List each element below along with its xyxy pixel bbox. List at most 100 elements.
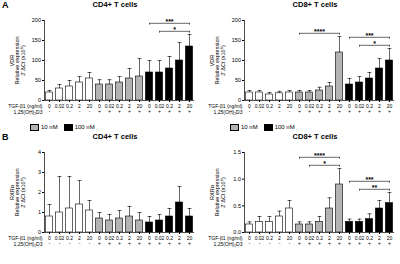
svg-text:*: * — [173, 26, 176, 33]
svg-text:20+: 20+ — [137, 103, 143, 114]
svg-text:0.02-: 0.02- — [255, 103, 265, 114]
svg-text:100: 100 — [32, 57, 41, 63]
svg-text:50: 50 — [35, 77, 41, 83]
svg-text:0.2+: 0.2+ — [116, 235, 123, 246]
svg-text:2-: 2- — [78, 235, 81, 246]
html-text:CD4+ T cells: CD4+ T cells — [92, 132, 138, 141]
html-text:A: A — [2, 0, 9, 10]
html-text:CD8+ T cells: CD8+ T cells — [292, 132, 338, 141]
svg-text:***: *** — [165, 18, 173, 25]
svg-text:0.02-: 0.02- — [255, 235, 265, 246]
svg-text:0+: 0+ — [98, 103, 101, 114]
svg-text:1.0: 1.0 — [233, 176, 241, 182]
svg-text:200: 200 — [232, 17, 241, 23]
svg-text:2+: 2+ — [178, 103, 181, 114]
svg-text:20-: 20- — [287, 235, 293, 246]
html-text:100 nM: 100 nM — [74, 123, 95, 130]
svg-text:20+: 20+ — [137, 235, 143, 246]
svg-text:0-: 0- — [248, 103, 251, 114]
svg-text:0.02+: 0.02+ — [155, 235, 165, 246]
svg-text:RXRαRelative expression2⁻ΔCt (: RXRαRelative expression2⁻ΔCt (x10⁵) — [9, 169, 26, 217]
svg-text:150: 150 — [32, 37, 41, 43]
svg-text:0.5: 0.5 — [233, 203, 241, 209]
svg-text:20-: 20- — [287, 103, 293, 114]
svg-text:*: * — [323, 160, 326, 167]
svg-text:100: 100 — [232, 57, 241, 63]
svg-text:1.5: 1.5 — [233, 149, 241, 155]
svg-text:50: 50 — [235, 77, 241, 83]
svg-text:2+: 2+ — [128, 103, 131, 114]
svg-text:0.02-: 0.02- — [55, 235, 65, 246]
svg-text:0.2+: 0.2+ — [316, 103, 323, 114]
svg-text:TGF-β1 (ng/ml): TGF-β1 (ng/ml) — [8, 103, 43, 110]
svg-text:0+: 0+ — [98, 235, 101, 246]
svg-text:0.02+: 0.02+ — [355, 103, 365, 114]
svg-text:2: 2 — [38, 189, 41, 195]
svg-text:0.2+: 0.2+ — [166, 235, 173, 246]
svg-text:0.2-: 0.2- — [266, 103, 273, 114]
svg-text:2+: 2+ — [178, 235, 181, 246]
svg-text:20-: 20- — [87, 235, 93, 246]
svg-text:20+: 20+ — [187, 103, 193, 114]
svg-text:0.02+: 0.02+ — [105, 235, 115, 246]
svg-text:0+: 0+ — [148, 103, 151, 114]
svg-text:0-: 0- — [248, 235, 251, 246]
svg-text:0.02+: 0.02+ — [305, 103, 315, 114]
svg-text:0.02+: 0.02+ — [155, 103, 165, 114]
html-text:10 nM: 10 nM — [41, 123, 58, 130]
svg-text:0.2-: 0.2- — [66, 103, 73, 114]
html-text:CD4+ T cells: CD4+ T cells — [92, 0, 138, 9]
svg-text:***: *** — [365, 32, 373, 39]
svg-text:0.2+: 0.2+ — [316, 235, 323, 246]
svg-text:0.02+: 0.02+ — [105, 103, 115, 114]
svg-text:****: **** — [314, 28, 325, 35]
svg-text:20+: 20+ — [337, 103, 343, 114]
svg-text:20+: 20+ — [187, 235, 193, 246]
svg-text:150: 150 — [232, 37, 241, 43]
svg-text:0.02-: 0.02- — [55, 103, 65, 114]
svg-text:1,25(OH)₂D3: 1,25(OH)₂D3 — [214, 241, 243, 247]
svg-text:0+: 0+ — [348, 103, 351, 114]
svg-text:4: 4 — [38, 149, 41, 155]
svg-text:2+: 2+ — [328, 103, 331, 114]
svg-text:200: 200 — [32, 17, 41, 23]
svg-text:*: * — [373, 40, 376, 47]
svg-text:0.2-: 0.2- — [266, 235, 273, 246]
svg-text:****: **** — [314, 152, 325, 159]
svg-text:1: 1 — [38, 209, 41, 215]
svg-text:0.2+: 0.2+ — [116, 103, 123, 114]
svg-text:0-: 0- — [48, 103, 51, 114]
svg-text:0.02+: 0.02+ — [355, 235, 365, 246]
svg-text:0.2+: 0.2+ — [366, 103, 373, 114]
svg-text:20+: 20+ — [337, 235, 343, 246]
svg-text:20+: 20+ — [387, 235, 393, 246]
svg-text:1,25(OH)₂D3: 1,25(OH)₂D3 — [214, 109, 243, 115]
svg-text:20+: 20+ — [387, 103, 393, 114]
svg-text:2+: 2+ — [378, 103, 381, 114]
svg-text:0-: 0- — [48, 235, 51, 246]
svg-text:2+: 2+ — [328, 235, 331, 246]
svg-text:1,25(OH)₂D3: 1,25(OH)₂D3 — [14, 241, 43, 247]
svg-text:1,25(OH)₂D3: 1,25(OH)₂D3 — [14, 109, 43, 115]
html-text:CD8+ T cells: CD8+ T cells — [292, 0, 338, 9]
svg-text:20-: 20- — [87, 103, 93, 114]
svg-text:2-: 2- — [78, 103, 81, 114]
svg-text:**: ** — [372, 184, 378, 191]
svg-text:2+: 2+ — [128, 235, 131, 246]
svg-text:0.2+: 0.2+ — [166, 103, 173, 114]
svg-text:0+: 0+ — [348, 235, 351, 246]
svg-text:0.02+: 0.02+ — [305, 235, 315, 246]
svg-text:0+: 0+ — [298, 103, 301, 114]
svg-text:2+: 2+ — [378, 235, 381, 246]
svg-text:2-: 2- — [278, 235, 281, 246]
svg-text:RXRαRelative expression2⁻ΔCt (: RXRαRelative expression2⁻ΔCt (x10⁵) — [209, 169, 226, 217]
svg-text:0.2+: 0.2+ — [366, 235, 373, 246]
svg-text:0.2-: 0.2- — [66, 235, 73, 246]
svg-text:0+: 0+ — [298, 235, 301, 246]
svg-text:3: 3 — [38, 169, 41, 175]
svg-text:***: *** — [365, 176, 373, 183]
svg-text:VDRRelative expression2⁻ΔCt (x: VDRRelative expression2⁻ΔCt (x10⁵) — [9, 37, 26, 85]
svg-text:0+: 0+ — [148, 235, 151, 246]
svg-text:2-: 2- — [278, 103, 281, 114]
svg-text:VDRRelative expression2⁻ΔCt (x: VDRRelative expression2⁻ΔCt (x10⁵) — [209, 37, 226, 85]
